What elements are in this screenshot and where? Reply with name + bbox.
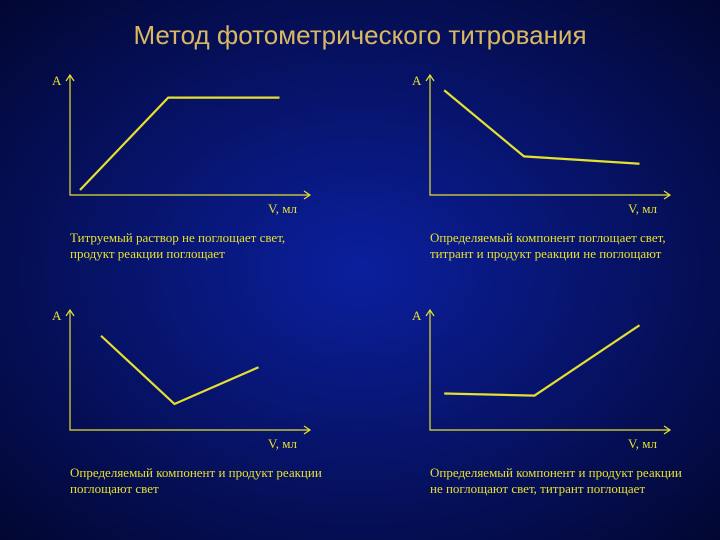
title-text: Метод фотометрического титрования	[133, 20, 586, 50]
chart-4	[410, 300, 680, 450]
chart-3	[50, 300, 320, 450]
x-axis-label: V, мл	[628, 201, 657, 217]
panel-3: A V, мл Определяемый компонент и продукт р…	[0, 295, 360, 530]
panel-caption: Титруемый раствор не поглощает свет, про…	[70, 230, 285, 263]
chart-grid: A V, мл Титруемый раствор не поглощает све…	[0, 60, 720, 530]
chart-2	[410, 65, 680, 215]
panel-caption: Определяемый компонент и продукт реакции…	[430, 465, 682, 498]
panel-2: A V, мл Определяемый компонент поглощает с…	[360, 60, 720, 295]
panel-caption: Определяемый компонент поглощает свет, т…	[430, 230, 666, 263]
chart-1	[50, 65, 320, 215]
panel-4: A V, мл Определяемый компонент и продукт р…	[360, 295, 720, 530]
y-axis-label: A	[52, 73, 61, 89]
y-axis-label: A	[52, 308, 61, 324]
x-axis-label: V, мл	[268, 201, 297, 217]
y-axis-label: A	[412, 73, 421, 89]
panel-1: A V, мл Титруемый раствор не поглощает све…	[0, 60, 360, 295]
x-axis-label: V, мл	[268, 436, 297, 452]
page-title: Метод фотометрического титрования	[0, 20, 720, 51]
y-axis-label: A	[412, 308, 421, 324]
panel-caption: Определяемый компонент и продукт реакции…	[70, 465, 322, 498]
x-axis-label: V, мл	[628, 436, 657, 452]
